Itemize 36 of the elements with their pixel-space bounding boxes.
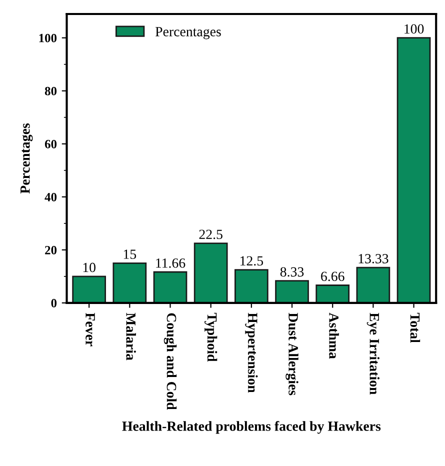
x-tick-label: Typhoid	[204, 312, 218, 362]
bar	[153, 271, 188, 303]
data-label: 22.5	[199, 230, 222, 240]
data-label: 10	[83, 262, 96, 272]
bar	[316, 284, 350, 303]
data-label: 8.33	[280, 267, 304, 277]
bar	[356, 266, 390, 303]
x-tick-label: Malaria	[126, 312, 136, 360]
x-axis-title: Health-Related problems faced by Hawkers	[122, 420, 381, 434]
x-tick-label: Fever	[86, 312, 95, 346]
x-tick-label: Total	[410, 312, 420, 343]
y-tick-label: 100	[39, 34, 57, 42]
y-axis-title: Percentages	[20, 123, 33, 194]
data-label: 15	[124, 250, 136, 259]
x-tick-label: Dust Allergies	[286, 312, 298, 396]
data-label: 6.66	[321, 272, 344, 282]
legend-label: Percentages	[155, 27, 221, 40]
bar	[72, 276, 106, 303]
x-tick-label: Asthma	[329, 312, 339, 359]
data-label: 11.66	[156, 258, 186, 268]
x-tick-label: Eye Irritation	[366, 312, 380, 395]
y-tick-label: 20	[45, 246, 57, 254]
bar	[275, 280, 309, 303]
data-label: 13.33	[358, 254, 388, 264]
x-tick-label: Hypertension	[245, 312, 258, 393]
data-label: 12.5	[240, 256, 264, 266]
y-tick-label: 0	[51, 298, 57, 308]
y-tick-label: 60	[44, 140, 57, 148]
bar	[112, 262, 147, 303]
y-tick-label: 40	[44, 192, 57, 202]
bar	[396, 37, 431, 303]
bar	[194, 242, 228, 303]
y-tick-label: 80	[44, 86, 57, 96]
data-label: 100	[404, 24, 424, 34]
bar	[234, 269, 268, 303]
x-tick-label: Cough and Cold	[164, 313, 177, 410]
